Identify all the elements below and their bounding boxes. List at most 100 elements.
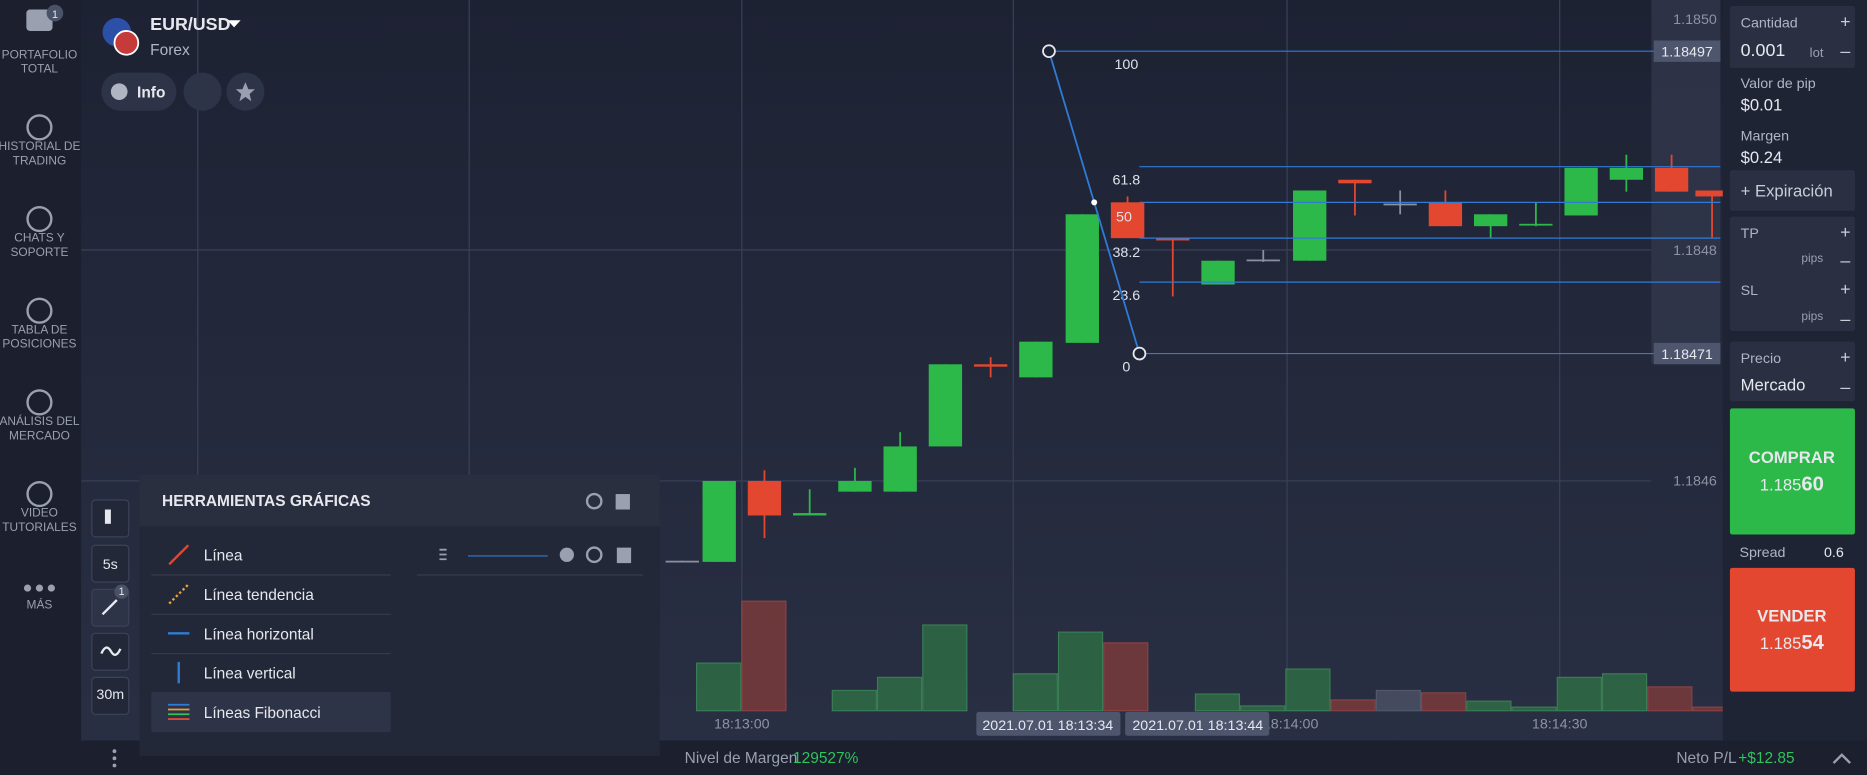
stepper-button[interactable]: +: [1840, 347, 1850, 367]
fib-handle[interactable]: [1042, 44, 1056, 59]
volume-bar: [741, 600, 787, 712]
order-text: Valor de pip: [1741, 76, 1816, 92]
fib-level: 100: [1114, 57, 1138, 73]
sidebar-label[interactable]: PORTAFOLIO TOTAL: [2, 47, 78, 75]
panel-header: [139, 475, 660, 527]
stepper-button[interactable]: –: [1840, 309, 1850, 329]
badge-text: 1: [119, 586, 125, 598]
volume-bar: [1012, 673, 1058, 712]
stepper-button[interactable]: –: [1840, 41, 1850, 61]
tp-sl-box: [1729, 216, 1855, 331]
candle-body: [1609, 167, 1644, 180]
pair[interactable]: EUR/USD: [150, 14, 230, 34]
volume-bar: [1285, 668, 1331, 712]
time-marker: [1125, 711, 1270, 736]
stepper-button[interactable]: –: [1840, 377, 1850, 397]
stepper-button[interactable]: +: [1840, 222, 1850, 242]
visibility-icon[interactable]: [585, 492, 603, 510]
panel-title: HERRAMIENTAS GRÁFICAS: [162, 493, 371, 510]
tool-icon: [168, 544, 190, 566]
candle-body: [883, 446, 917, 492]
dropdown-arrow[interactable]: [227, 20, 241, 28]
menu-dot[interactable]: [112, 763, 117, 768]
sidebar-label[interactable]: TABLA DE POSICIONES: [2, 322, 76, 350]
order-text: pips: [1801, 251, 1823, 265]
volume-bar: [831, 689, 877, 712]
price-main: 1.185: [1760, 475, 1802, 494]
time-marker-text: 2021.07.01 18:13:44: [1132, 718, 1263, 734]
sidebar-label[interactable]: HISTORIAL DE TRADING: [0, 139, 80, 167]
sidebar-label[interactable]: CHATS Y SOPORTE: [10, 231, 68, 259]
badge: [46, 4, 64, 22]
time-label: 18:14:00: [1263, 717, 1319, 733]
net-pl-label: Neto P/L: [1676, 750, 1737, 767]
candle-body: [973, 364, 1008, 367]
sidebar-label[interactable]: ANÁLISIS DEL MERCADO: [0, 413, 80, 442]
label-line: SOPORTE: [10, 245, 68, 259]
portfolio-icon[interactable]: [26, 9, 53, 31]
tool-list: Línea Línea tendencia Línea horizontal Líne…: [151, 544, 391, 733]
candle-body: [665, 560, 699, 563]
info-button[interactable]: [101, 72, 177, 111]
tool-buttons: 5s 30m 1: [91, 499, 130, 715]
candle-body: [1201, 260, 1235, 285]
stepper-button[interactable]: +: [1840, 11, 1850, 31]
volume-bar: [1421, 692, 1467, 712]
sidebar: [0, 0, 82, 775]
label-line: ANÁLISIS DEL: [0, 413, 80, 428]
time-label: 18:14:30: [1532, 717, 1588, 733]
fib-point: [1091, 199, 1098, 206]
order-text: TP: [1741, 226, 1759, 242]
fib-handle[interactable]: [1132, 346, 1147, 361]
visibility-icon[interactable]: [585, 546, 603, 564]
menu-dot[interactable]: [112, 749, 117, 754]
order-text: lot: [1810, 45, 1824, 60]
tool-label[interactable]: Líneas Fibonacci: [204, 705, 321, 722]
volume-bar: [696, 662, 742, 712]
tool-label[interactable]: Línea: [204, 548, 243, 565]
alert-button[interactable]: [183, 72, 222, 111]
order-text: Spread: [1739, 545, 1785, 561]
stepper-button[interactable]: +: [1840, 279, 1850, 299]
sidebar-items: PORTAFOLIO TOTAL HISTORIAL DE TRADING CHATS …: [0, 47, 80, 611]
volume-bar: [1466, 700, 1512, 712]
sidebar-label[interactable]: MÁS: [27, 596, 53, 611]
price-box: [1729, 341, 1855, 402]
sidebar-icon[interactable]: [26, 480, 53, 508]
sidebar-icon[interactable]: [26, 205, 53, 233]
sidebar-icon[interactable]: [26, 389, 53, 416]
candle-body: [1473, 214, 1508, 227]
tool-button[interactable]: [91, 544, 130, 583]
volume-bar: [922, 624, 968, 712]
delete-icon[interactable]: [616, 547, 632, 564]
sidebar-icon[interactable]: [26, 297, 53, 324]
tool-label[interactable]: Línea horizontal: [204, 626, 314, 643]
stepper-button[interactable]: –: [1840, 251, 1850, 271]
more-dot[interactable]: [47, 584, 55, 592]
price-label: 1.1848: [1673, 243, 1717, 259]
delete-icon[interactable]: [615, 494, 630, 510]
candle-body: [1428, 202, 1463, 227]
candle-body: [1564, 167, 1598, 216]
tool-label[interactable]: Línea tendencia: [204, 587, 314, 604]
volume-bar: [1375, 689, 1422, 712]
order-text: 1.18560: [1760, 473, 1824, 495]
candle-body: [928, 364, 963, 447]
tool-button[interactable]: [91, 676, 130, 715]
order-text: Cantidad: [1741, 15, 1798, 31]
sidebar-icon[interactable]: [26, 114, 53, 141]
sidebar-label[interactable]: VIDEO TUTORIALES: [2, 506, 77, 534]
menu-dot[interactable]: [112, 756, 117, 761]
candle-body: [1019, 341, 1053, 378]
more-dot[interactable]: [35, 584, 44, 592]
tool-label[interactable]: Línea vertical: [204, 666, 296, 683]
more-dot[interactable]: [23, 584, 32, 592]
buy-button[interactable]: [1729, 408, 1855, 535]
fib-label-bg: [1112, 202, 1145, 239]
time-marker: [976, 711, 1121, 736]
interval: 5s: [103, 557, 118, 573]
settings-icon[interactable]: [559, 547, 574, 562]
expand-arrow[interactable]: [1832, 753, 1852, 764]
sell-button[interactable]: [1729, 567, 1855, 692]
